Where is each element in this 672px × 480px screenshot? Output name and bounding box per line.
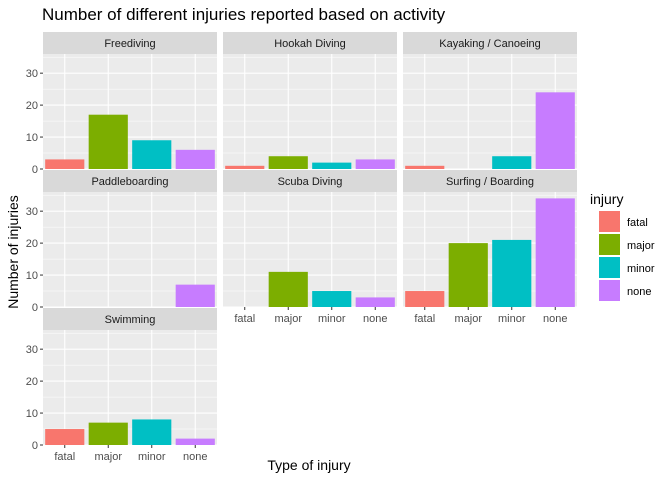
bar-hookah-diving-minor [312, 162, 352, 169]
bar-swimming-fatal [45, 429, 85, 445]
x-tick-label: none [543, 313, 567, 325]
y-tick-label: 10 [26, 270, 38, 282]
facet-strip-label: Kayaking / Canoeing [439, 38, 541, 50]
legend: injury fatal major minor none [590, 191, 655, 301]
bar-surfing-boarding-minor [492, 239, 532, 307]
bar-kayaking-canoeing-fatal [405, 165, 445, 169]
facet-strip-label: Scuba Diving [278, 176, 343, 188]
legend-key-fatal [599, 211, 620, 232]
panel-background [43, 330, 217, 445]
legend-key-minor [599, 257, 620, 278]
bar-freediving-minor [132, 140, 172, 169]
bar-surfing-boarding-major [448, 243, 488, 307]
panel-background [223, 192, 397, 307]
bar-paddleboarding-none [175, 284, 215, 307]
facet-strip [43, 170, 217, 192]
legend-key-major [599, 234, 620, 255]
legend-key-none [599, 280, 620, 301]
facet-strip [223, 32, 397, 54]
facet-strip-label: Hookah Diving [274, 38, 346, 50]
facet-swimming: Swimming 0 10 20 30 fatal major minor none [26, 308, 217, 463]
y-tick-label: 20 [26, 376, 38, 388]
bar-hookah-diving-major [268, 156, 308, 169]
x-tick-label: fatal [234, 313, 255, 325]
x-tick-label: none [183, 451, 207, 463]
bar-kayaking-canoeing-minor [492, 156, 532, 169]
facet-kayaking-canoeing: Kayaking / Canoeing [403, 32, 577, 170]
y-tick-label: 20 [26, 238, 38, 250]
x-tick-label: minor [498, 313, 526, 325]
bar-scuba-diving-major [268, 271, 308, 307]
facet-panels: Freediving 0 10 20 30 Hookah Diving Kayaking /… [26, 32, 577, 463]
legend-label-major: major [627, 240, 655, 252]
x-tick-label: minor [138, 451, 166, 463]
x-tick-label: major [454, 313, 482, 325]
bar-swimming-minor [132, 419, 172, 445]
y-tick-label: 0 [32, 440, 38, 452]
bar-freediving-none [175, 149, 215, 169]
facet-strip-label: Surfing / Boarding [446, 176, 534, 188]
legend-title: injury [590, 191, 623, 207]
y-tick-label: 30 [26, 344, 38, 356]
y-tick-label: 30 [26, 206, 38, 218]
facet-strip [403, 32, 577, 54]
x-tick-label: fatal [414, 313, 435, 325]
legend-label-fatal: fatal [627, 217, 648, 229]
chart-title: Number of different injuries reported ba… [42, 5, 446, 24]
facet-strip-label: Swimming [105, 314, 156, 326]
x-tick-label: major [274, 313, 302, 325]
y-tick-label: 0 [32, 302, 38, 314]
bar-freediving-major [88, 114, 128, 169]
facet-scuba-diving: Scuba Diving fatal major minor none [223, 170, 397, 325]
bar-scuba-diving-none [355, 297, 395, 307]
bar-hookah-diving-none [355, 159, 395, 169]
y-axis-title: Number of injuries [5, 195, 21, 309]
facet-strip [43, 32, 217, 54]
y-tick-label: 30 [26, 68, 38, 80]
facet-surfing-boarding: Surfing / Boarding fatal major minor none [403, 170, 577, 325]
legend-label-none: none [627, 286, 651, 298]
bar-surfing-boarding-fatal [405, 291, 445, 307]
bar-swimming-none [175, 438, 215, 445]
bar-freediving-fatal [45, 159, 85, 169]
facet-freediving: Freediving 0 10 20 30 [26, 32, 217, 176]
x-tick-label: fatal [54, 451, 75, 463]
bar-kayaking-canoeing-none [535, 92, 575, 169]
bar-swimming-major [88, 422, 128, 445]
bar-surfing-boarding-none [535, 198, 575, 307]
bar-hookah-diving-fatal [225, 165, 265, 169]
facet-paddleboarding: Paddleboarding 0 10 20 30 [26, 170, 217, 314]
y-tick-label: 10 [26, 132, 38, 144]
facet-strip [223, 170, 397, 192]
x-tick-label: minor [318, 313, 346, 325]
facet-strip [403, 170, 577, 192]
facet-strip [43, 308, 217, 330]
x-axis-title: Type of injury [267, 457, 350, 473]
y-tick-label: 10 [26, 408, 38, 420]
x-tick-label: none [363, 313, 387, 325]
facet-strip-label: Paddleboarding [91, 176, 168, 188]
y-tick-label: 0 [32, 164, 38, 176]
x-tick-label: major [94, 451, 122, 463]
bar-scuba-diving-minor [312, 291, 352, 307]
legend-label-minor: minor [627, 263, 655, 275]
y-tick-label: 20 [26, 100, 38, 112]
facet-hookah-diving: Hookah Diving [223, 32, 397, 170]
panel-background [223, 54, 397, 169]
facet-strip-label: Freediving [104, 38, 155, 50]
